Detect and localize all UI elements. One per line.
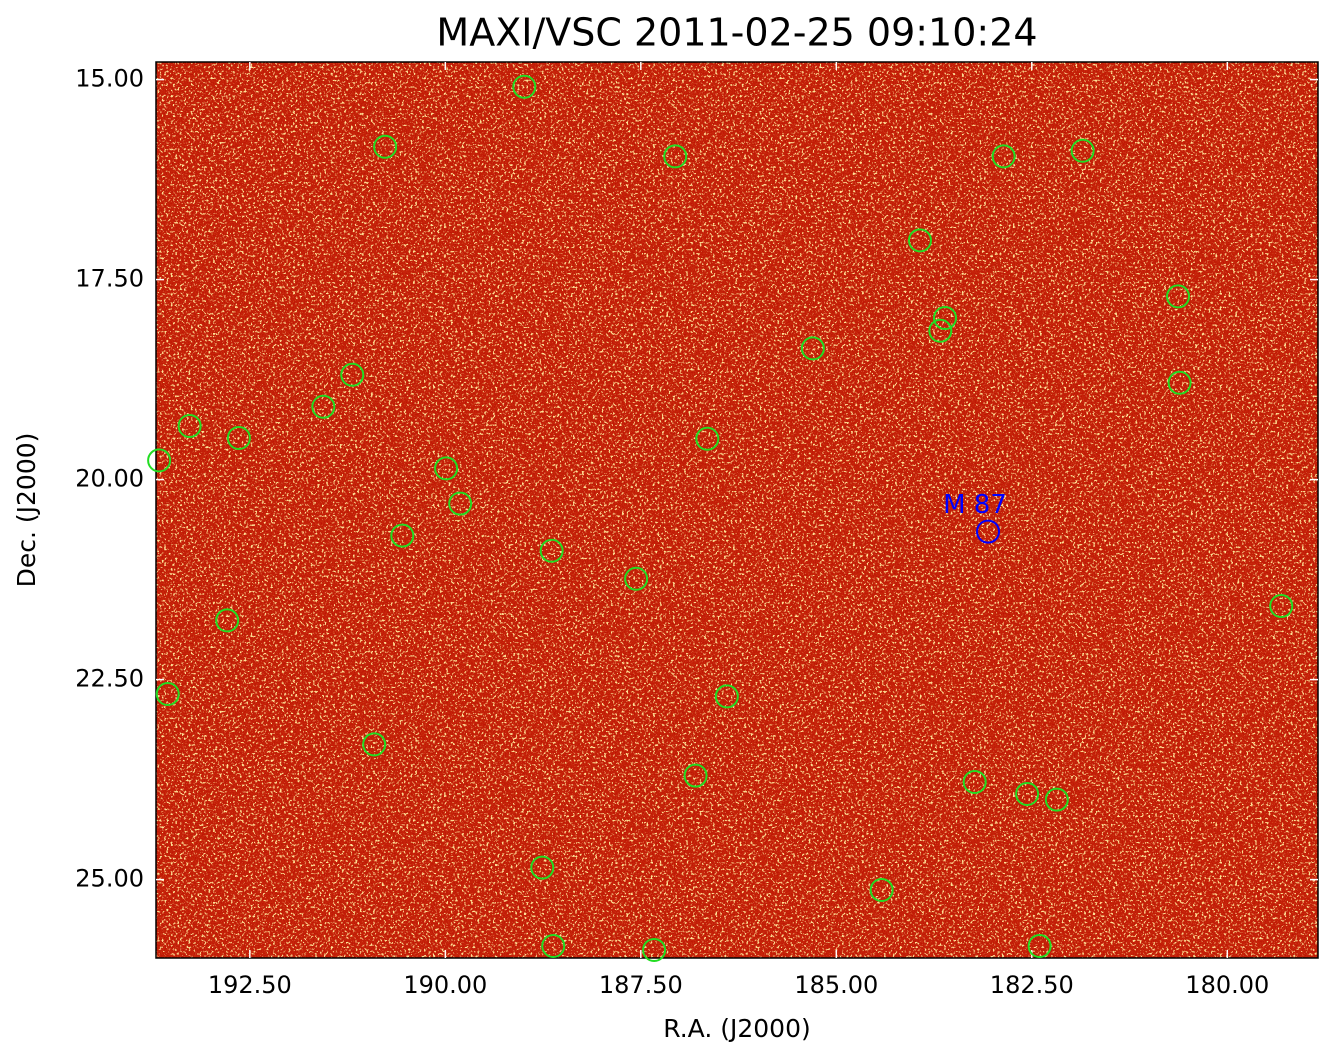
y-tick-label: 25.00 [75, 865, 144, 893]
source-marker [147, 448, 172, 473]
source-marker [311, 394, 336, 419]
plot-frame [155, 61, 1319, 959]
source-marker [907, 228, 932, 253]
annotation-marker [976, 519, 1001, 544]
source-marker [800, 336, 825, 361]
y-tick-label: 15.00 [75, 65, 144, 93]
source-marker [624, 566, 649, 591]
x-tick-label: 180.00 [1185, 971, 1269, 999]
source-marker [340, 362, 365, 387]
source-marker [869, 878, 894, 902]
source-marker [933, 306, 958, 330]
x-tick-label: 190.00 [403, 971, 487, 999]
chart-title: MAXI/VSC 2011-02-25 09:10:24 [436, 11, 1037, 55]
x-tick-label: 182.50 [990, 971, 1074, 999]
source-marker [663, 144, 688, 169]
source-marker [1167, 370, 1192, 395]
source-marker [1044, 787, 1069, 812]
source-marker [1027, 934, 1052, 958]
source-marker [991, 144, 1016, 169]
source-marker [177, 414, 202, 438]
y-tick-label: 20.00 [75, 465, 144, 493]
source-marker [928, 318, 953, 343]
source-marker [530, 855, 555, 880]
x-tick-label: 192.50 [208, 971, 292, 999]
y-axis-label: Dec. (J2000) [12, 433, 41, 588]
source-marker [1166, 284, 1191, 309]
source-marker [642, 938, 667, 962]
source-marker [434, 456, 459, 481]
source-marker [714, 684, 739, 709]
source-marker [448, 491, 473, 516]
source-marker [1070, 138, 1095, 163]
source-marker [1015, 782, 1040, 806]
source-marker [962, 770, 987, 794]
y-tick-label: 17.50 [75, 265, 144, 293]
source-marker [390, 523, 415, 548]
y-tick-label: 22.50 [75, 665, 144, 693]
source-marker [512, 74, 537, 99]
source-marker [695, 426, 720, 451]
source-marker [226, 426, 251, 450]
source-marker [373, 134, 398, 159]
x-tick-label: 185.00 [794, 971, 878, 999]
source-marker [683, 763, 708, 788]
x-axis-label: R.A. (J2000) [663, 1014, 811, 1043]
source-marker [362, 732, 387, 757]
source-marker [155, 682, 180, 706]
image-sources [156, 62, 1318, 958]
source-marker [215, 608, 240, 633]
x-tick-label: 187.50 [599, 971, 683, 999]
annotation-label: M 87 [943, 490, 1007, 520]
source-marker [539, 538, 564, 563]
source-marker [541, 934, 566, 958]
source-marker [1269, 594, 1294, 618]
